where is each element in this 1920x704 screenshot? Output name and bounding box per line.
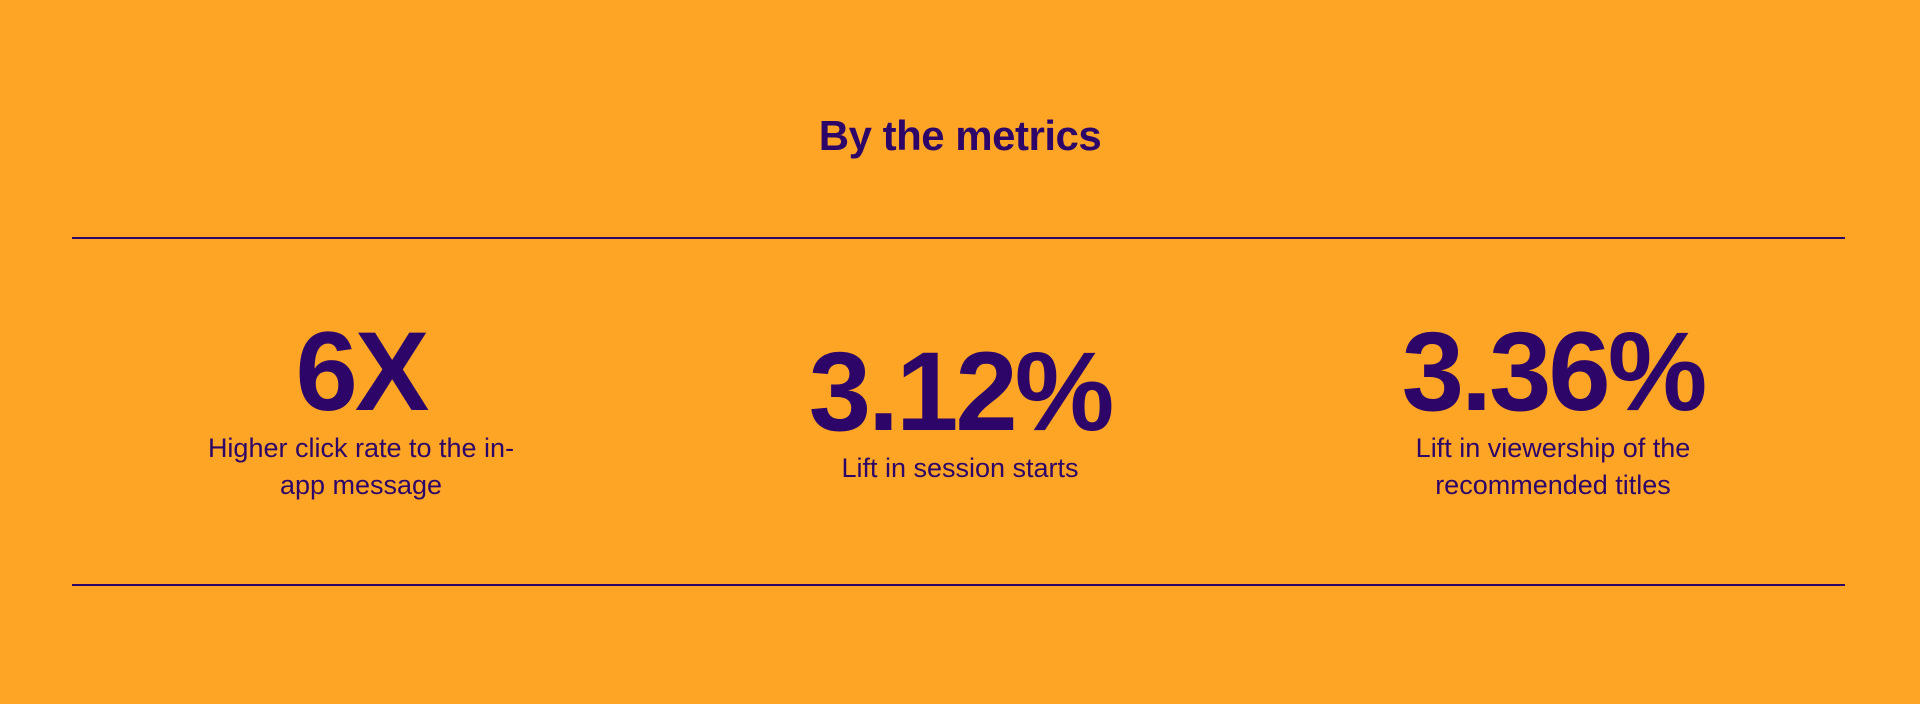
top-divider: [72, 237, 1845, 239]
stat-label: Higher click rate to the in-app message: [207, 433, 515, 500]
bottom-divider: [72, 584, 1845, 586]
stat-value: 6X: [295, 309, 430, 434]
stat-session-starts: 3.12% Lift in session starts: [680, 329, 1240, 487]
stat-value: 3.12%: [808, 329, 1115, 454]
stat-value: 3.36%: [1401, 309, 1708, 434]
section-title: By the metrics: [818, 112, 1102, 159]
stat-label: Lift in viewership of the recommended ti…: [1415, 433, 1691, 500]
stat-click-rate: 6X Higher click rate to the in-app messa…: [81, 309, 641, 504]
stat-viewership: 3.36% Lift in viewership of the recommen…: [1273, 309, 1833, 504]
stat-label: Lift in session starts: [841, 453, 1079, 483]
